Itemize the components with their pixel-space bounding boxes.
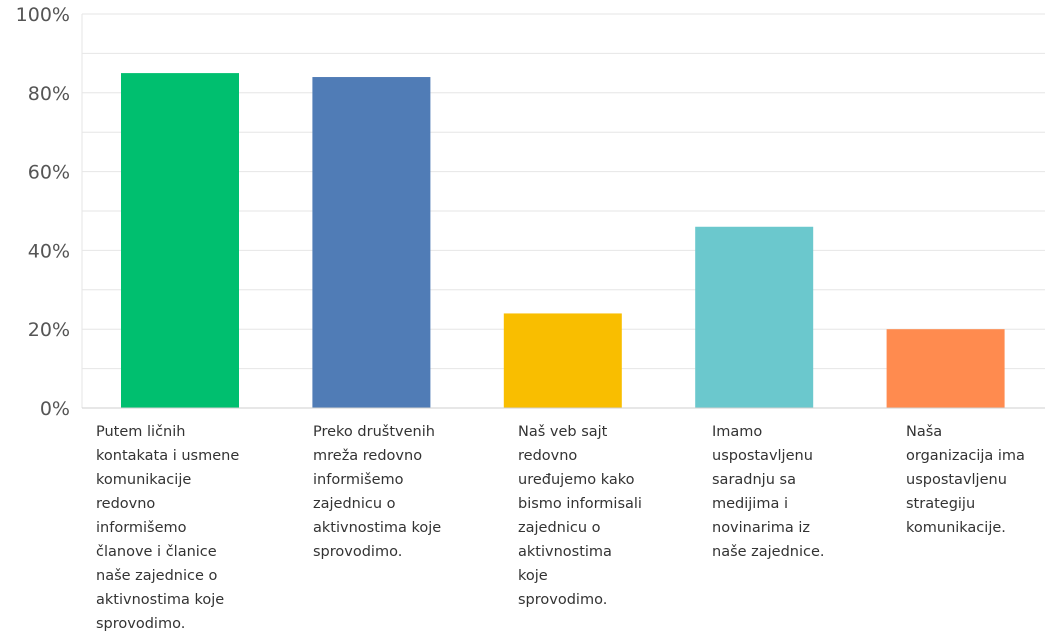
bar-1 bbox=[121, 73, 239, 408]
y-tick-label: 60% bbox=[28, 162, 70, 184]
y-tick-label: 100% bbox=[16, 4, 70, 26]
category-label-5: Naša organizacija ima uspostavljenu stra… bbox=[906, 424, 1025, 536]
category-label-1: Putem ličnih kontakata i usmene komunika… bbox=[96, 424, 240, 632]
y-tick-label: 0% bbox=[40, 398, 70, 420]
bars bbox=[121, 73, 1005, 408]
bar-2 bbox=[312, 77, 431, 408]
y-axis-ticks: 0% 20% 40% 60% 80% 100% bbox=[16, 4, 70, 420]
y-tick-label: 40% bbox=[28, 240, 70, 262]
bar-3 bbox=[503, 313, 622, 408]
category-label-2: Preko društvenih mreža redovno informiše… bbox=[313, 424, 442, 560]
y-tick-label: 20% bbox=[28, 319, 70, 341]
category-label-3: Naš veb sajt redovno uređujemo kako bism… bbox=[518, 424, 642, 608]
bar-5 bbox=[886, 329, 1005, 408]
category-label-4: Imamo uspostavljenu saradnju sa medijima… bbox=[712, 424, 825, 560]
bar-4 bbox=[695, 226, 814, 408]
gridlines bbox=[81, 13, 1045, 408]
y-tick-label: 80% bbox=[28, 83, 70, 105]
